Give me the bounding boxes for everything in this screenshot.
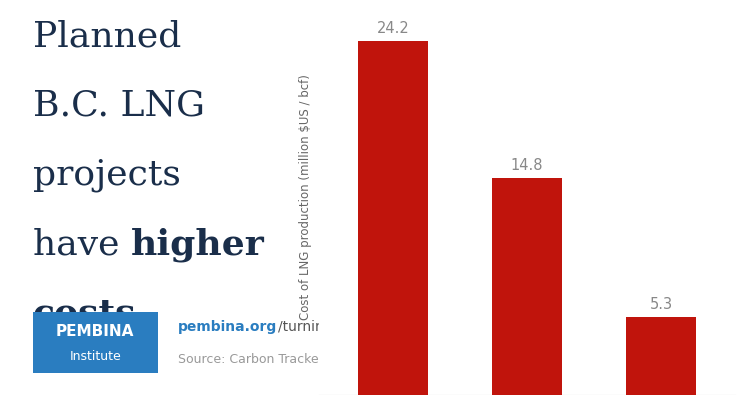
Text: projects: projects	[33, 158, 181, 192]
Bar	[626, 318, 696, 395]
Text: Source: Carbon Tracker: Source: Carbon Tracker	[178, 353, 324, 366]
Text: have: have	[33, 227, 130, 261]
Bar	[358, 41, 428, 395]
Text: pembina.org: pembina.org	[178, 320, 278, 334]
Text: 14.8: 14.8	[511, 158, 543, 173]
Text: costs.: costs.	[33, 296, 148, 330]
Bar	[492, 179, 562, 395]
Text: 5.3: 5.3	[650, 297, 673, 312]
Y-axis label: Cost of LNG production (million $US / bcf): Cost of LNG production (million $US / bc…	[299, 75, 312, 320]
Text: /turning-tides: /turning-tides	[278, 320, 371, 334]
Text: higher: higher	[130, 227, 265, 261]
Text: B.C. LNG: B.C. LNG	[33, 89, 205, 123]
Text: Planned: Planned	[33, 20, 181, 54]
Text: Institute: Institute	[69, 350, 121, 363]
Text: 24.2: 24.2	[376, 21, 410, 36]
Text: PEMBINA: PEMBINA	[56, 324, 134, 339]
FancyBboxPatch shape	[33, 312, 158, 373]
